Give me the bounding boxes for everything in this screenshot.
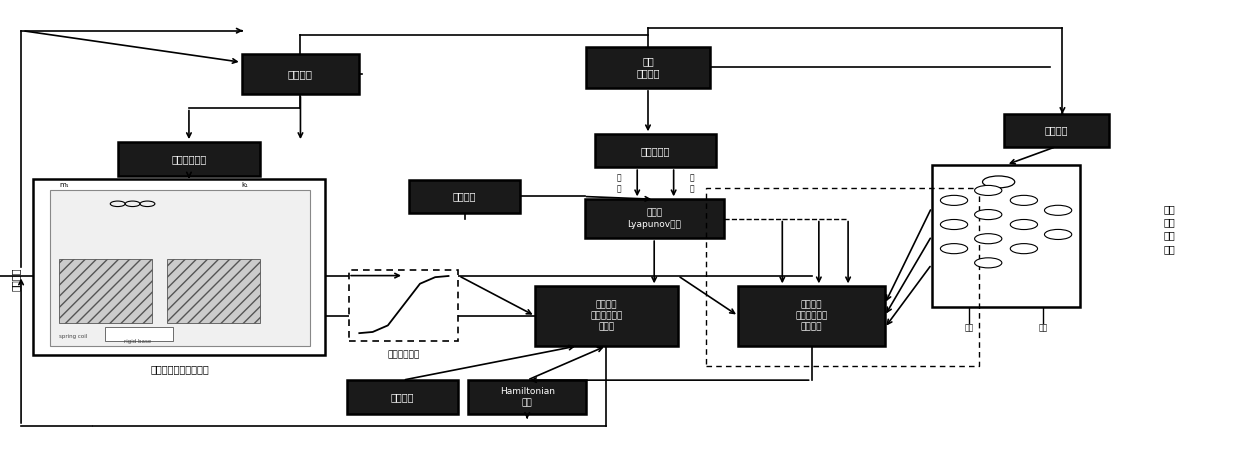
Circle shape xyxy=(975,209,1002,219)
Circle shape xyxy=(940,244,968,254)
Text: 跟踪误差: 跟踪误差 xyxy=(287,69,313,79)
Bar xyxy=(349,270,458,341)
Text: 控制输入
（最优反馈控
制器）: 控制输入 （最优反馈控 制器） xyxy=(590,300,623,332)
Text: 饱和控制输入: 饱和控制输入 xyxy=(388,350,420,360)
Circle shape xyxy=(975,234,1002,244)
Circle shape xyxy=(940,219,968,229)
Bar xyxy=(105,327,173,341)
Circle shape xyxy=(1044,205,1072,215)
Text: 虚拟
控制输入: 虚拟 控制输入 xyxy=(637,56,659,78)
Bar xyxy=(409,180,520,213)
Bar xyxy=(706,188,979,366)
Text: 成本函数: 成本函数 xyxy=(453,191,476,202)
Text: k₁: k₁ xyxy=(242,182,249,188)
Bar xyxy=(33,179,325,355)
Bar xyxy=(347,380,458,414)
Circle shape xyxy=(940,195,968,205)
Text: spring coil: spring coil xyxy=(59,334,88,339)
Bar xyxy=(59,259,152,323)
Bar xyxy=(50,190,310,346)
Text: Hamiltonian
能量: Hamiltonian 能量 xyxy=(499,387,555,407)
Bar xyxy=(738,286,885,346)
Text: 辅助系统: 辅助系统 xyxy=(392,393,414,402)
Bar xyxy=(585,199,724,238)
Circle shape xyxy=(975,258,1002,268)
Bar xyxy=(535,286,678,346)
Circle shape xyxy=(1044,229,1072,240)
Circle shape xyxy=(975,185,1002,196)
Text: 滤
波: 滤 波 xyxy=(690,174,695,193)
Bar xyxy=(1004,114,1109,147)
Circle shape xyxy=(1010,244,1037,254)
Circle shape xyxy=(1010,219,1037,229)
Text: m₁: m₁ xyxy=(59,182,69,188)
Circle shape xyxy=(983,176,1015,188)
Text: 微分跟踪器: 微分跟踪器 xyxy=(641,146,670,156)
Text: 模糊
小波
神经
网络: 模糊 小波 神经 网络 xyxy=(1163,204,1176,254)
Text: 训练: 训练 xyxy=(964,323,974,332)
Bar xyxy=(468,380,586,414)
Circle shape xyxy=(1010,195,1037,205)
Bar xyxy=(118,142,260,176)
Bar xyxy=(932,165,1080,307)
Bar xyxy=(586,47,710,88)
Bar xyxy=(167,259,260,323)
Text: 分数阶机电换能器系统: 分数阶机电换能器系统 xyxy=(150,364,209,374)
Text: 误
差: 误 差 xyxy=(616,174,621,193)
Text: 分数阶微积分: 分数阶微积分 xyxy=(171,154,207,164)
Bar xyxy=(242,54,359,94)
Text: 控制输入
（自适应前馈
控制器）: 控制输入 （自适应前馈 控制器） xyxy=(795,300,828,332)
Text: rigid base: rigid base xyxy=(124,338,151,344)
Text: 训练: 训练 xyxy=(1038,323,1048,332)
Text: 自适应律: 自适应律 xyxy=(1044,125,1068,135)
Text: 分数阶
Lyapunov函数: 分数阶 Lyapunov函数 xyxy=(627,209,681,229)
Text: 输出信号: 输出信号 xyxy=(11,267,21,291)
Bar xyxy=(595,134,716,167)
